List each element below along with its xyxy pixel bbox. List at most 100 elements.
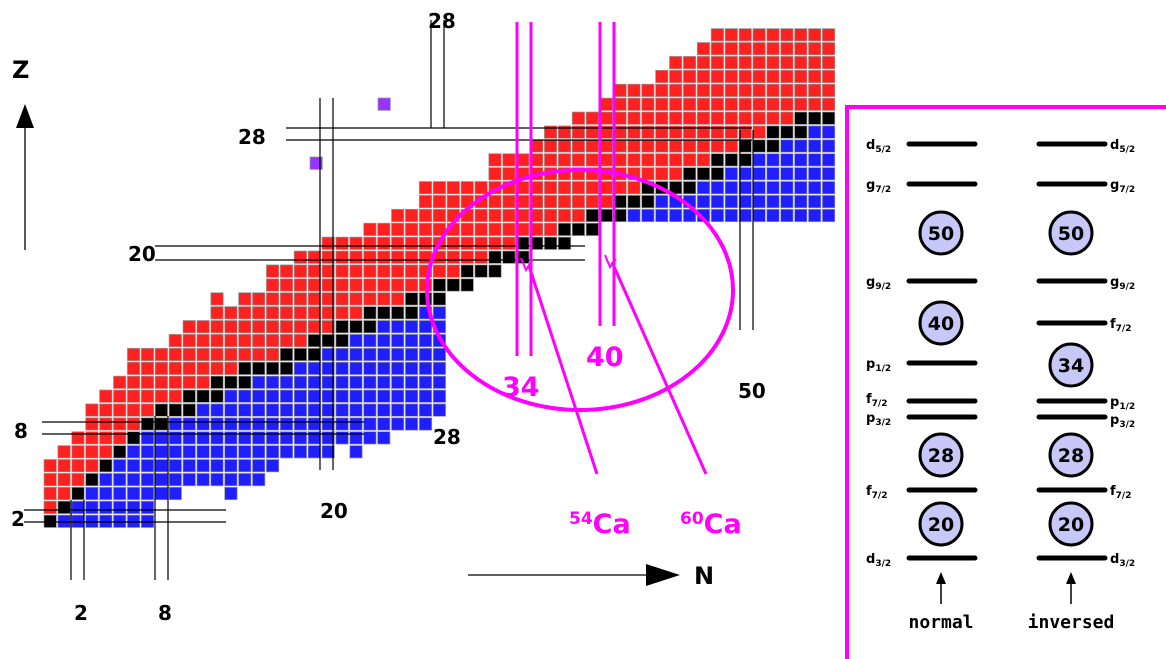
nuclide-cell (641, 125, 655, 139)
nuclide-cell (502, 250, 516, 264)
nuclide-cell (822, 56, 836, 70)
nuclide-cell (738, 153, 752, 167)
nuclide-cell (780, 208, 794, 223)
nuclide-cell (349, 347, 363, 362)
nuclide-cell (71, 445, 85, 459)
nuclide-cell (363, 292, 377, 306)
inversed-gap-20: 20 (1048, 501, 1094, 547)
nuclide-cell (752, 181, 766, 195)
nuclide-cell (794, 97, 808, 111)
nuclide-cell (557, 181, 572, 195)
nuclide-cell (99, 445, 113, 459)
nuclide-cell (349, 417, 363, 431)
nuclide-cell (627, 153, 641, 167)
nuclide-cell (460, 236, 474, 250)
nuclide-cell (238, 347, 252, 362)
nuclide-cell (460, 264, 474, 278)
nuclide-cell (252, 347, 266, 362)
nuclide-cell (335, 278, 349, 292)
nuclide-cell (154, 459, 168, 473)
nuclide-cell (307, 389, 321, 403)
nuclide-cell (822, 195, 836, 209)
nuclide-cell (43, 459, 57, 473)
nuclide-cell (196, 320, 210, 334)
nuclide-cell (418, 375, 433, 389)
nuclide-cell (307, 292, 321, 306)
ca60-symbol: Ca (704, 509, 742, 540)
nuclide-cell (391, 292, 405, 306)
ca60-mass-number: 60 (680, 509, 704, 529)
nuclide-cell (669, 111, 683, 125)
nuclide-cell (641, 208, 655, 223)
nuclide-cell (377, 250, 391, 264)
normal-gap-40: 40 (918, 300, 964, 346)
nuclide-cell (238, 334, 252, 348)
nuclide-cell (321, 403, 335, 417)
nuclide-cell (293, 347, 307, 362)
nuclide-cell (210, 417, 224, 431)
proton-magic-label-28-left: 28 (238, 125, 266, 149)
nuclide-cell (488, 208, 502, 223)
nuclide-cell (710, 28, 724, 42)
nuclide-cell (432, 389, 446, 403)
nuclide-cell (391, 264, 405, 278)
nuclide-cell (683, 125, 697, 139)
nuclide-cell (432, 361, 446, 375)
nuclide-cell (210, 375, 224, 389)
nuclide-cell (140, 431, 155, 445)
nuclide-cell (252, 306, 266, 320)
nuclide-cell (238, 375, 252, 389)
nuclide-cell (808, 97, 822, 111)
nuclide-cell (808, 125, 822, 139)
nuclide-cell (808, 69, 822, 84)
nuclide-cell (405, 264, 419, 278)
nuclide-cell (71, 514, 85, 528)
nuclide-cell (321, 361, 335, 375)
nuclide-cell (196, 347, 210, 362)
nuclide-cell (113, 459, 127, 473)
inversed-caption-text: inversed (1028, 612, 1115, 633)
nuclide-cell (99, 431, 113, 445)
nuclide-cell (43, 500, 57, 514)
normal-level-label: d3/2 (866, 552, 891, 569)
inversed-level-column (1036, 141, 1108, 561)
nuclide-cell (266, 278, 280, 292)
nuclide-cell (238, 445, 252, 459)
nuclide-cell (266, 459, 280, 473)
nuclide-cell (238, 417, 252, 431)
nuclide-cell (488, 264, 502, 278)
nuclide-cell (683, 167, 697, 181)
nuclide-cell (307, 320, 321, 334)
nuclide-cell (321, 292, 335, 306)
nuclide-cell (127, 514, 141, 528)
nuclide-cell (266, 264, 280, 278)
nuclide-cell (99, 500, 113, 514)
nuclide-cell (349, 431, 363, 445)
nuclide-cell (363, 278, 377, 292)
nuclide-cell (571, 139, 585, 153)
nuclide-cell (571, 125, 585, 139)
nuclide-cell (391, 361, 405, 375)
nuclide-cell (669, 125, 683, 139)
nuclide-cell (154, 361, 168, 375)
nuclide-cell (488, 250, 502, 264)
nuclide-cell (168, 347, 182, 362)
nuclide-cell (544, 153, 558, 167)
nuclide-cell (349, 320, 363, 334)
nuclide-cell (71, 500, 85, 514)
inversed-level-label: d5/2 (1110, 138, 1135, 155)
nuclide-cell (113, 389, 127, 403)
nuclide-cell (405, 389, 419, 403)
nuclide-cell (752, 125, 766, 139)
nuclide-cell (307, 403, 321, 417)
normal-level-label: g9/2 (866, 275, 891, 292)
nuclide-cell (432, 403, 446, 417)
nuclide-cell (724, 208, 738, 223)
nuclide-cell (182, 375, 196, 389)
nuclide-cell (613, 83, 627, 97)
nuclide-cell (571, 222, 585, 236)
nuclide-cell (307, 361, 321, 375)
nuclide-cell (488, 222, 502, 236)
shell-gap-number: 40 (928, 313, 954, 335)
nuclide-cell (405, 417, 419, 431)
